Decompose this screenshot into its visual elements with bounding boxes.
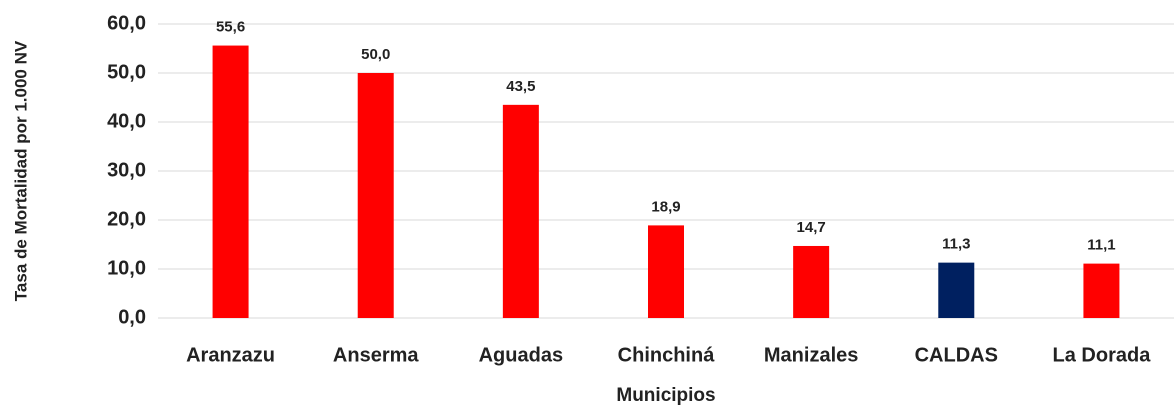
value-label: 43,5 <box>506 78 535 95</box>
x-tick-label: Chinchiná <box>618 344 716 366</box>
value-label: 14,7 <box>797 219 826 236</box>
y-tick-label: 40,0 <box>107 110 146 132</box>
x-tick-label: Aranzazu <box>186 344 275 366</box>
bar <box>357 73 394 318</box>
value-label: 11,3 <box>942 236 970 253</box>
y-tick-label: 0,0 <box>118 306 146 328</box>
bar <box>648 225 684 318</box>
x-axis-title: Municipios <box>616 385 715 406</box>
bar <box>938 262 975 318</box>
x-tick-label: Anserma <box>333 344 419 366</box>
x-tick-label: Manizales <box>764 344 858 366</box>
bar <box>502 104 539 318</box>
x-tick-label: CALDAS <box>915 344 998 366</box>
y-tick-label: 30,0 <box>107 159 146 181</box>
y-tick-label: 20,0 <box>107 208 146 230</box>
y-tick-label: 50,0 <box>107 61 146 83</box>
y-tick-label: 60,0 <box>107 12 146 34</box>
value-label: 11,1 <box>1087 237 1115 254</box>
y-tick-label: 10,0 <box>107 257 146 279</box>
bar <box>793 245 830 318</box>
bar <box>1083 263 1120 318</box>
value-label: 50,0 <box>361 46 390 63</box>
value-label: 55,6 <box>216 19 245 36</box>
x-tick-label: Aguadas <box>479 344 563 366</box>
bar <box>212 45 249 319</box>
x-tick-label: La Dorada <box>1053 344 1152 366</box>
value-label: 18,9 <box>651 198 680 215</box>
y-axis-title: Tasa de Mortalidad por 1.000 NV <box>11 40 30 301</box>
